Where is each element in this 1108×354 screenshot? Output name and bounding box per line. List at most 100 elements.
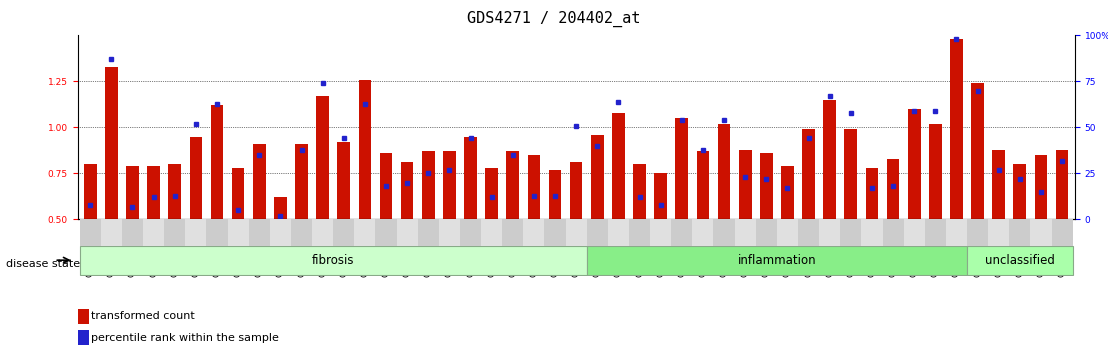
Bar [904, 35, 925, 219]
Bar [587, 219, 608, 246]
Bar [671, 219, 692, 246]
Bar [338, 142, 350, 219]
Bar [739, 149, 751, 219]
Bar [840, 35, 861, 219]
Bar [312, 219, 334, 246]
Bar [418, 35, 439, 219]
Bar [819, 35, 840, 219]
Bar [1014, 164, 1026, 219]
Bar [253, 144, 266, 219]
Bar [185, 35, 206, 219]
Bar [227, 35, 248, 219]
Bar [1030, 35, 1051, 219]
Bar [967, 219, 988, 246]
Bar [164, 35, 185, 219]
Bar [211, 105, 224, 219]
Bar [697, 152, 709, 219]
Bar [481, 35, 502, 219]
Bar [886, 159, 900, 219]
Bar [756, 219, 777, 246]
Bar [185, 219, 206, 246]
Bar [907, 109, 921, 219]
Bar [248, 219, 270, 246]
Bar [655, 173, 667, 219]
Text: GDS4271 / 204402_at: GDS4271 / 204402_at [468, 11, 640, 27]
Bar [460, 35, 481, 219]
Bar [206, 35, 227, 219]
FancyBboxPatch shape [967, 246, 1073, 275]
Bar [422, 152, 434, 219]
Bar [802, 129, 814, 219]
Bar [147, 166, 160, 219]
Bar [126, 166, 138, 219]
Bar [295, 144, 308, 219]
Bar [714, 35, 735, 219]
Bar [316, 96, 329, 219]
Bar [988, 35, 1009, 219]
Bar [587, 35, 608, 219]
Text: unclassified: unclassified [985, 254, 1055, 267]
Bar [544, 35, 565, 219]
Text: inflammation: inflammation [738, 254, 817, 267]
Bar [291, 35, 312, 219]
Bar [274, 198, 287, 219]
Text: transformed count: transformed count [91, 311, 195, 321]
Bar [460, 219, 481, 246]
Bar [629, 219, 650, 246]
Bar [951, 39, 963, 219]
Bar [946, 219, 967, 246]
Bar [481, 219, 502, 246]
Bar [418, 219, 439, 246]
Bar [840, 219, 861, 246]
Bar [206, 219, 227, 246]
Bar [80, 35, 101, 219]
Bar [756, 35, 777, 219]
Bar [502, 35, 523, 219]
Bar [232, 168, 245, 219]
Bar [946, 35, 967, 219]
Bar [993, 149, 1005, 219]
Bar [676, 118, 688, 219]
Bar [777, 219, 798, 246]
Bar [122, 35, 143, 219]
Bar [823, 100, 837, 219]
Bar [143, 219, 164, 246]
Bar [439, 219, 460, 246]
Bar [650, 35, 671, 219]
Text: disease state: disease state [6, 259, 80, 269]
Bar [735, 219, 756, 246]
Bar [819, 219, 840, 246]
Bar [270, 219, 291, 246]
Bar [401, 162, 413, 219]
Bar [633, 164, 646, 219]
Bar [882, 35, 904, 219]
Bar [78, 309, 89, 324]
Bar [650, 219, 671, 246]
Bar [1009, 219, 1030, 246]
Bar [189, 137, 202, 219]
Bar [925, 219, 946, 246]
Bar [1035, 155, 1047, 219]
Bar [485, 168, 497, 219]
Bar [443, 152, 455, 219]
Bar [334, 219, 355, 246]
Bar [612, 113, 625, 219]
Bar [80, 219, 101, 246]
Bar [1009, 35, 1030, 219]
Bar [777, 35, 798, 219]
Bar [78, 330, 89, 345]
Bar [861, 219, 882, 246]
Bar [548, 170, 562, 219]
Bar [523, 219, 544, 246]
Bar [464, 137, 476, 219]
Bar [168, 164, 181, 219]
Bar [760, 153, 772, 219]
Bar [861, 35, 882, 219]
Bar [122, 219, 143, 246]
Bar [865, 168, 879, 219]
Bar [527, 155, 541, 219]
Bar [227, 219, 248, 246]
Bar [988, 219, 1009, 246]
Bar [355, 219, 376, 246]
Bar [608, 219, 629, 246]
